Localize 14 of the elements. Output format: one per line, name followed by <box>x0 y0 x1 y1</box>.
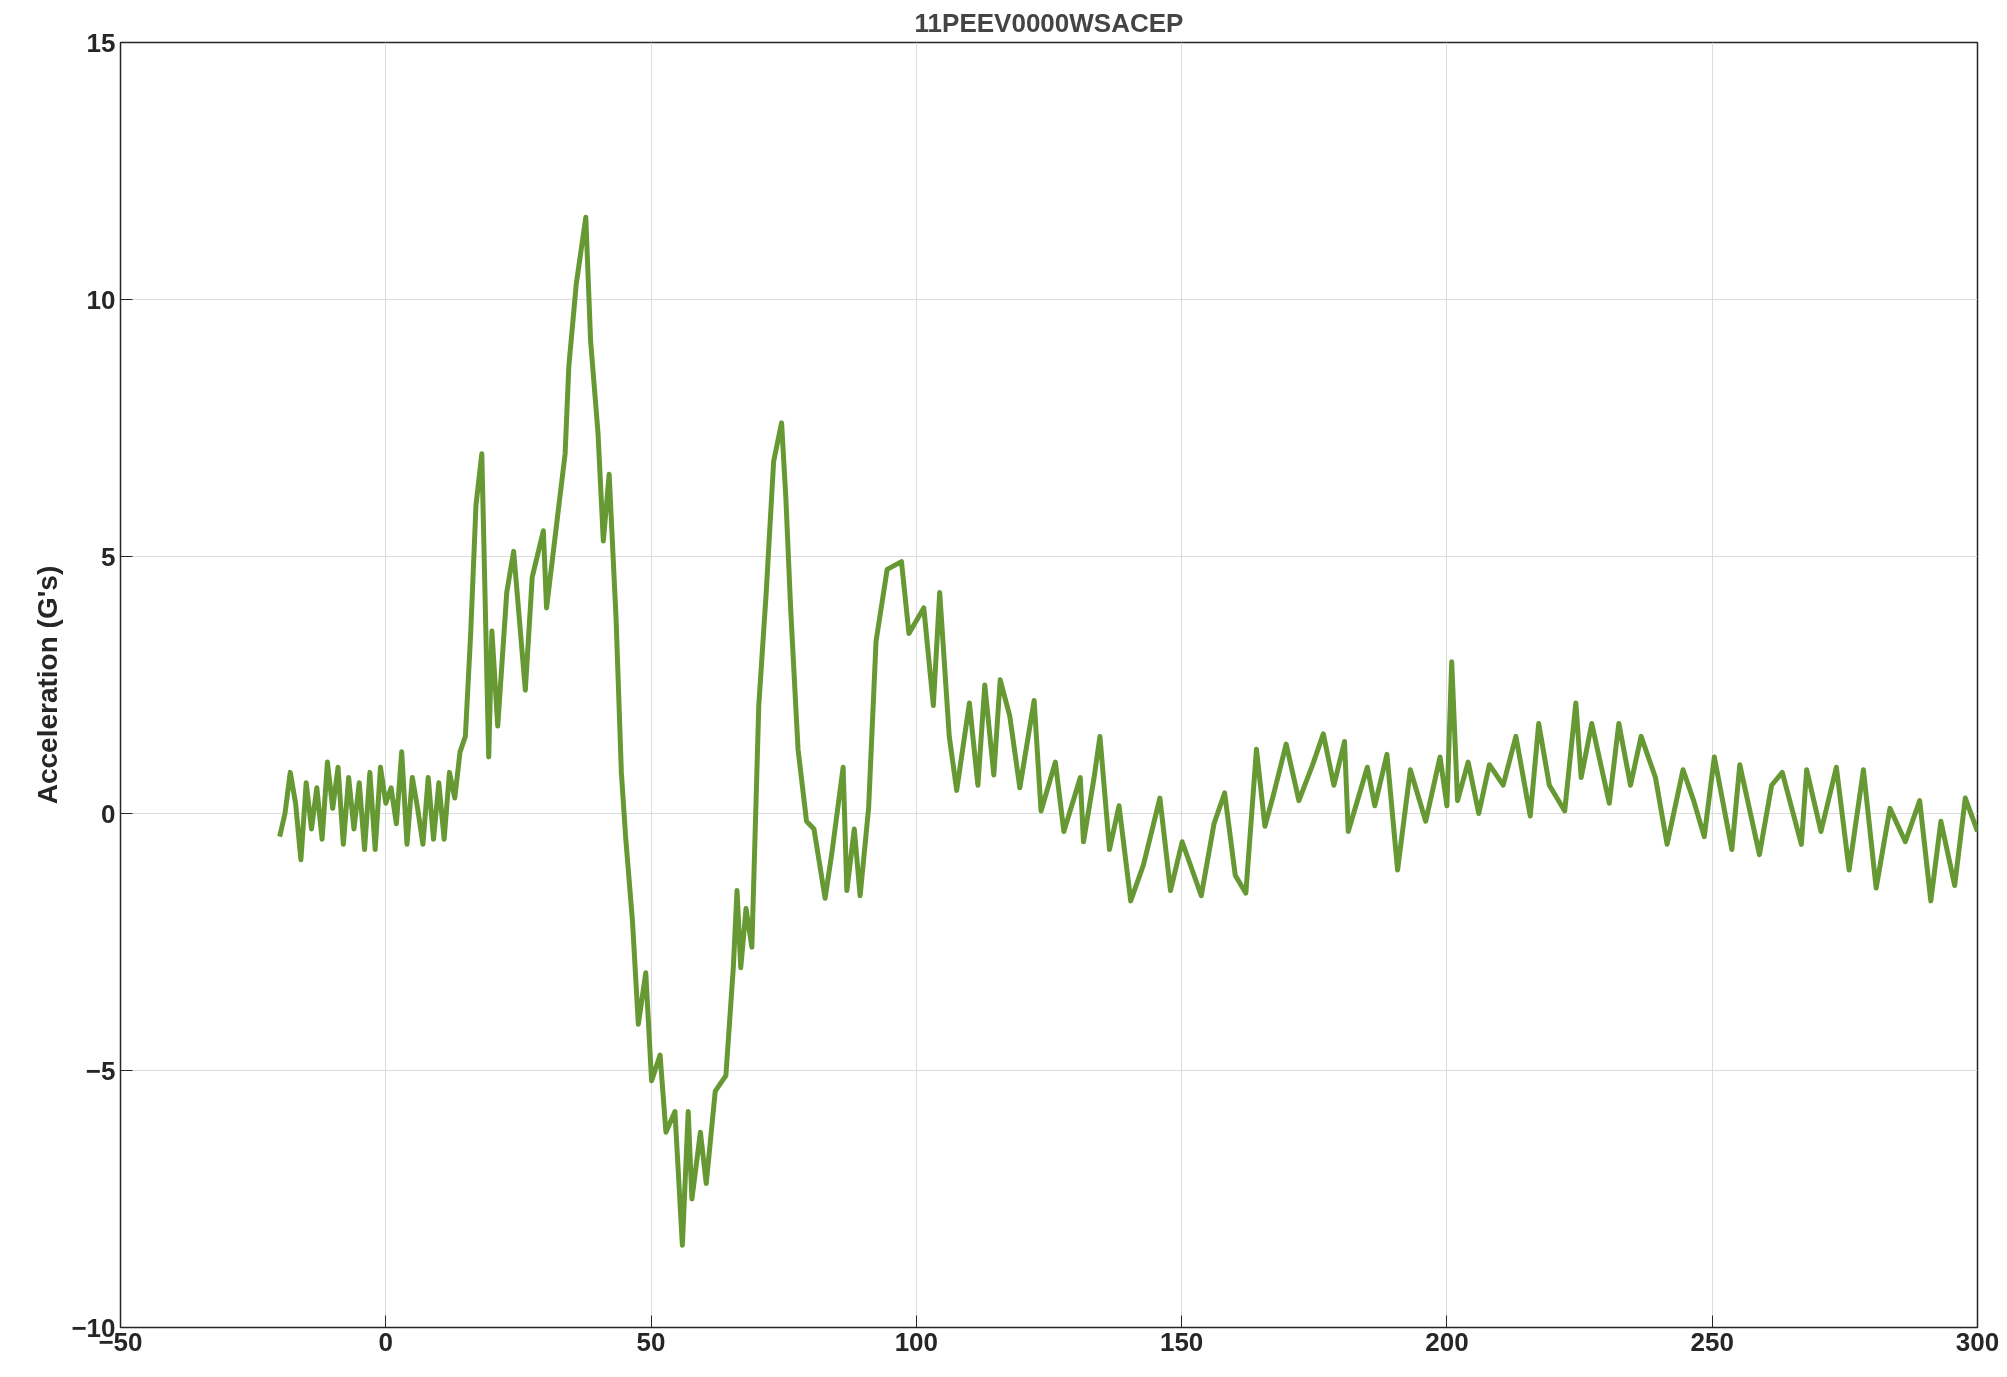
y-tick-label: −5 <box>85 1055 116 1086</box>
y-tick-label: 5 <box>101 541 116 572</box>
x-tick-label: 150 <box>1159 1326 1204 1357</box>
x-tick-label: 200 <box>1425 1326 1469 1357</box>
chart-title: 11PEEV0000WSACEP <box>914 7 1184 38</box>
x-tick-label: 50 <box>636 1326 666 1357</box>
y-tick-label: 15 <box>86 27 116 58</box>
y-axis-title: Acceleration (G's) <box>32 565 64 805</box>
x-tick-label: 0 <box>378 1326 394 1357</box>
y-tick-label: 10 <box>86 284 116 315</box>
x-tick-label: 100 <box>894 1326 939 1357</box>
x-tick-label: 300 <box>1955 1326 2000 1357</box>
y-tick-label: 0 <box>101 798 116 829</box>
x-tick-label: 250 <box>1690 1326 1734 1357</box>
